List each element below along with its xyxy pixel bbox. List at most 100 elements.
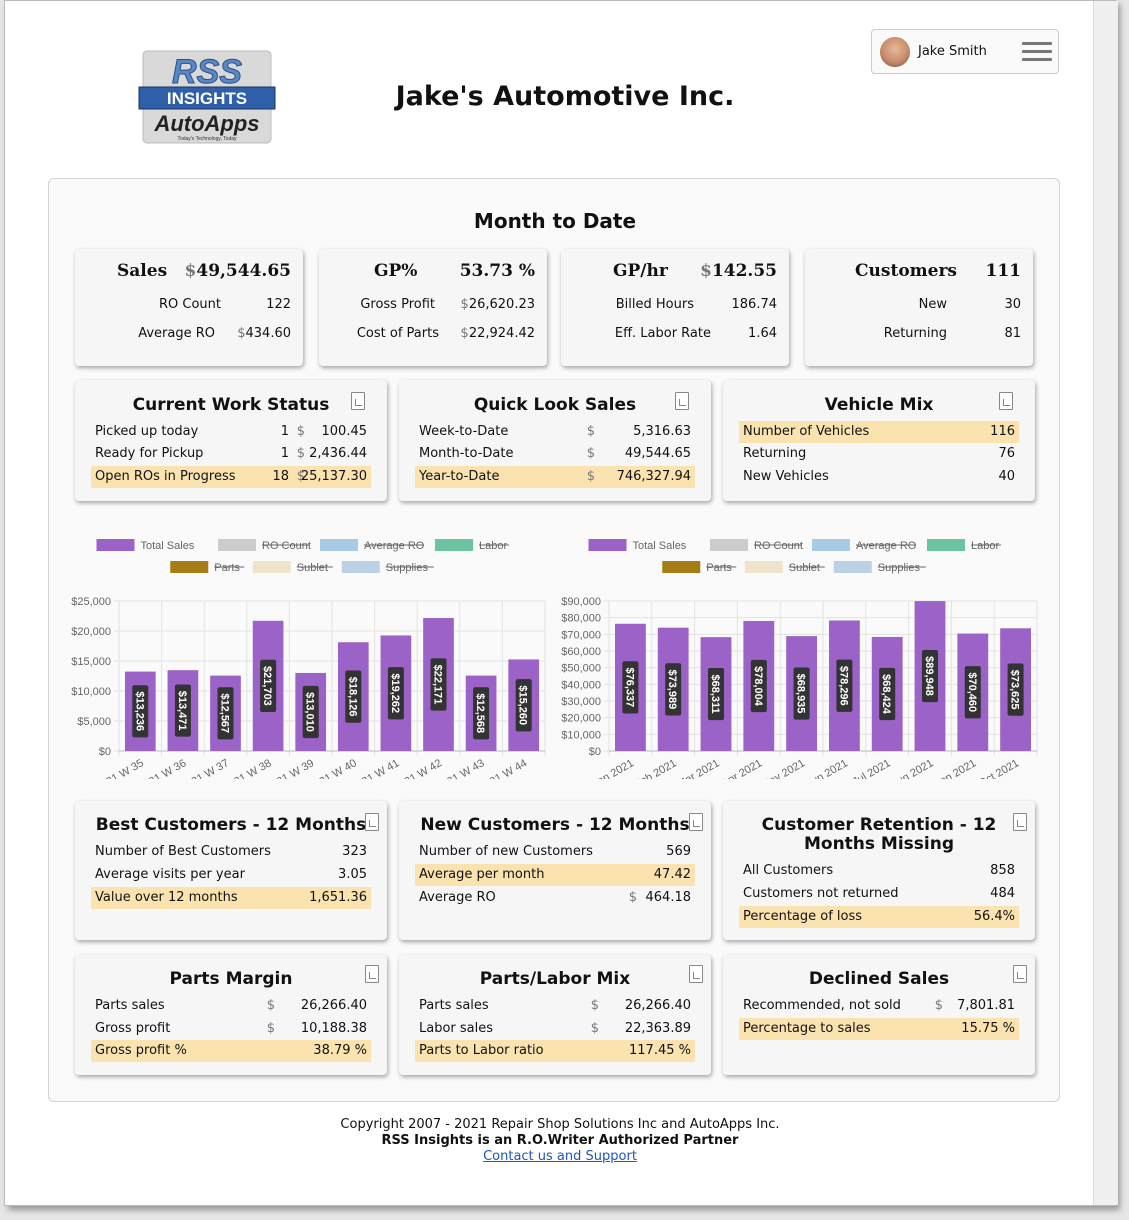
widget-title: Parts/Labor Mix (479, 969, 631, 989)
widget-declined-sales: Declined Sales Recommended, not sold $7,8… (723, 955, 1035, 1075)
kpi-row-label: Billed Hours (615, 297, 694, 312)
svg-text:RSS: RSS (172, 53, 242, 91)
y-tick-label: $10,000 (71, 686, 111, 698)
widget-title: Best Customers - 12 Months (95, 815, 367, 835)
export-report-icon[interactable] (999, 392, 1013, 410)
data-label-bg (665, 663, 682, 716)
kpi-row-value: 186.74 (731, 297, 778, 312)
legend-swatch (812, 539, 850, 551)
kpi-row-value: 30 (1004, 297, 1021, 312)
y-tick-label: $90,000 (561, 596, 601, 608)
legend-item-parts[interactable]: Parts (662, 561, 737, 574)
user-name[interactable]: Jake Smith (918, 44, 987, 59)
legend-item-labor[interactable]: Labor (927, 539, 1001, 552)
y-tick-label: $15,000 (71, 656, 111, 668)
kpi-label: GP% (374, 261, 418, 281)
svg-text:INSIGHTS: INSIGHTS (167, 89, 247, 108)
legend-swatch (710, 539, 748, 551)
widget-title: Parts Margin (169, 969, 293, 989)
data-label-bg (622, 661, 639, 714)
kpi-row-value: $26,620.23 (460, 297, 535, 312)
list-item: Average visits per year 3.05 (95, 867, 367, 882)
list-item: All Customers 858 (743, 863, 1015, 878)
x-tick-label: Mar 2021 (675, 757, 721, 779)
kpi-value: 111 (985, 261, 1022, 281)
export-report-icon[interactable] (365, 813, 379, 831)
data-label: $13,236 (133, 691, 145, 731)
data-label: $15,260 (517, 685, 529, 725)
monthly-sales-chart: Total Sales RO Count Average RO Labor Parts S… (561, 539, 1038, 779)
legend-item-sublet[interactable]: Sublet (744, 561, 825, 574)
widget-title: Quick Look Sales (473, 395, 637, 415)
export-report-icon[interactable] (1013, 965, 1027, 983)
kpi-row-label: Cost of Parts (356, 326, 439, 341)
data-label: $68,424 (880, 674, 892, 715)
legend-item-total-sales[interactable]: Total Sales (588, 539, 687, 552)
kpi-row-value: 122 (266, 297, 291, 312)
list-item: Parts sales $26,266.40 (419, 998, 691, 1013)
data-label-bg (430, 658, 447, 711)
export-report-icon[interactable] (1013, 813, 1027, 831)
legend-label: Labor (971, 540, 999, 552)
y-tick-label: $60,000 (561, 646, 601, 658)
export-report-icon[interactable] (689, 813, 703, 831)
legend-swatch (252, 561, 291, 573)
y-tick-label: $20,000 (561, 713, 601, 725)
kpi-row-value: 81 (1004, 326, 1021, 341)
dashboard-panel: Month to Date Sales $49,544.65 RO Count 12… (48, 178, 1060, 1102)
widget-vehicle-mix: Vehicle Mix Number of Vehicles 116 Return… (723, 380, 1035, 501)
kpi-value: $49,544.65 (184, 261, 291, 281)
kpi-label: Sales (117, 261, 168, 281)
data-label-bg (302, 685, 319, 739)
legend-swatch (744, 561, 783, 573)
y-tick-label: $10,000 (561, 729, 601, 741)
widget-parts-labor-mix: Parts/Labor Mix Parts sales $26,266.40 La… (399, 955, 711, 1075)
data-label-bg (836, 659, 853, 712)
user-menu[interactable]: Jake Smith (871, 29, 1059, 74)
legend-item-total-sales[interactable]: Total Sales (96, 539, 195, 552)
export-report-icon[interactable] (351, 392, 365, 410)
data-label: $78,296 (837, 666, 849, 706)
x-tick-label: 2021 W 35 (94, 757, 146, 779)
y-tick-label: $50,000 (561, 663, 601, 675)
export-report-icon[interactable] (689, 965, 703, 983)
data-label-bg (260, 659, 277, 712)
legend-item-sublet[interactable]: Sublet (252, 561, 333, 574)
data-label: $21,703 (261, 666, 273, 706)
widget-title-line-2: Months Missing (803, 834, 955, 854)
legend-item-ro-count[interactable]: RO Count (218, 539, 311, 552)
svg-text:AutoApps: AutoApps (153, 111, 259, 136)
legend-item-supplies[interactable]: Supplies (341, 561, 434, 574)
data-label-bg (473, 687, 490, 740)
legend-label: Sublet (789, 562, 820, 574)
footer-link-wrap: Contact us and Support (5, 1149, 1115, 1164)
rss-insights-logo: RSS INSIGHTS AutoApps Today's Technology… (138, 50, 276, 144)
legend-item-parts[interactable]: Parts (170, 561, 245, 574)
y-tick-label: $20,000 (71, 626, 111, 638)
export-report-icon[interactable] (675, 392, 689, 410)
list-item: Year-to-Date $746,327.94 (415, 466, 695, 488)
y-tick-label: $0 (589, 746, 601, 758)
data-label-bg (750, 659, 767, 713)
legend-item-average-ro[interactable]: Average RO (812, 539, 917, 552)
legend-swatch (170, 561, 209, 573)
avatar[interactable] (880, 37, 910, 67)
legend-item-ro-count[interactable]: RO Count (710, 539, 803, 552)
legend-swatch (96, 539, 135, 551)
legend-label: Sublet (297, 562, 328, 574)
list-item: Ready for Pickup 1 $2,436.44 (95, 446, 367, 461)
hamburger-menu-icon[interactable] (1022, 42, 1052, 62)
legend-label: Average RO (364, 540, 425, 552)
y-tick-label: $25,000 (71, 596, 111, 608)
legend-item-labor[interactable]: Labor (435, 539, 509, 552)
legend-swatch (833, 561, 872, 573)
legend-item-supplies[interactable]: Supplies (833, 561, 926, 574)
legend-swatch (588, 539, 627, 551)
data-label-bg (174, 684, 191, 737)
export-report-icon[interactable] (365, 965, 379, 983)
data-label: $13,010 (304, 692, 316, 732)
contact-support-link[interactable]: Contact us and Support (483, 1149, 637, 1164)
legend-item-average-ro[interactable]: Average RO (320, 539, 425, 552)
list-item: Month-to-Date $49,544.65 (419, 446, 691, 461)
kpi-row-value: 1.64 (748, 326, 777, 341)
